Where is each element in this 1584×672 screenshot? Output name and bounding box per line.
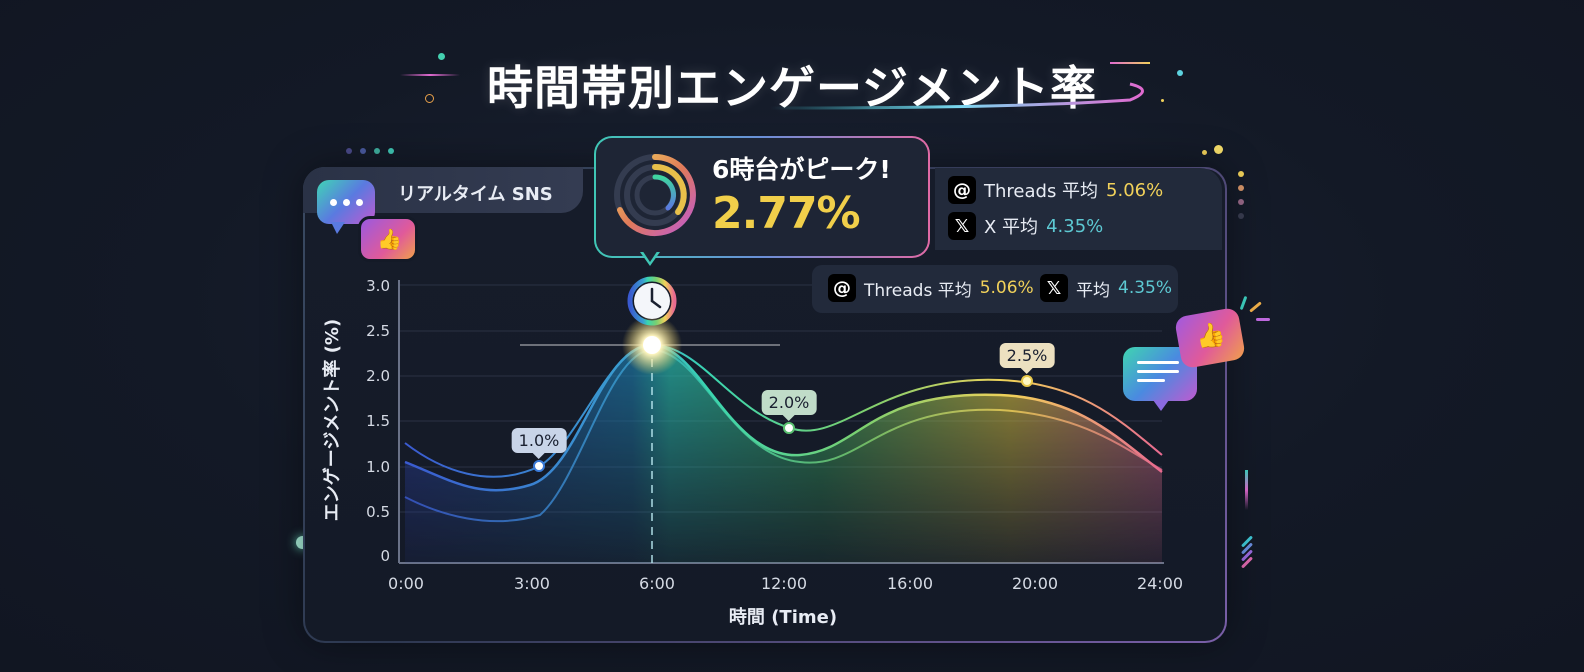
x-tick: 6:00 [639,574,675,593]
legend-value: 5.06% [979,278,1034,298]
threads-icon: @ [948,176,976,204]
x-tick: 0:00 [388,574,424,593]
y-axis-label: エンゲージメント率 (%) [322,318,343,522]
x-tick: 16:00 [886,574,934,593]
tooltip-20pm: 2.5% [999,343,1055,374]
legend-label: 平均 [1076,280,1110,301]
thumbs-up-icon: 👍 [358,216,418,262]
thumbs-up-icon: 👍 [1173,306,1247,370]
peak-title: 6時台がピーク! [712,155,891,184]
x-tick: 12:00 [760,574,808,593]
y-tick: 1.5 [366,412,390,430]
header-legend-threads: @ Threads 平均 5.06% [948,176,1163,204]
x-icon: 𝕏 [948,212,976,240]
peak-callout-tail [640,250,660,266]
y-tick: 2.0 [366,367,390,385]
decor-line [1110,62,1150,64]
x-icon: 𝕏 [1040,274,1068,302]
decor-dots-row [346,148,394,154]
y-tick: 1.0 [366,458,390,476]
radial-ring-chart-icon [614,154,696,236]
decor-vline [1245,470,1248,510]
tooltip-3am: 1.0% [511,428,567,459]
decor-dots-col [1238,171,1244,219]
threads-icon: @ [828,274,856,302]
peak-value: 2.77% [712,188,861,239]
header-legend-x: 𝕏 X 平均 4.35% [948,212,1103,240]
chart-legend-threads: @ Threads 平均 5.06% [828,274,1034,302]
x-tick: 24:00 [1136,574,1184,593]
decor-dot [1161,99,1164,102]
title-swoosh [770,82,1144,110]
decor-line [400,74,460,76]
decor-dot [1214,145,1223,154]
header-legend-panel [935,168,1222,250]
y-tick: 2.5 [366,322,390,340]
legend-label: Threads 平均 [864,280,972,301]
decor-dot [1202,150,1207,155]
legend-label: Threads 平均 [984,181,1099,202]
tooltip-12pm: 2.0% [761,390,817,421]
chart-legend-x: 𝕏 平均 4.35% [1040,274,1172,302]
legend-label: X 平均 [984,217,1039,238]
legend-value: 4.35% [1046,215,1104,237]
decor-dot [438,53,445,60]
y-tick: 3.0 [366,277,390,295]
realtime-sns-label: リアルタイム SNS [398,184,553,205]
chart-legend [812,265,1178,313]
y-tick: 0.5 [366,503,390,521]
x-tick: 20:00 [1011,574,1059,593]
x-tick: 3:00 [514,574,550,593]
y-tick: 0 [380,547,390,565]
legend-value: 5.06% [1106,179,1164,201]
decor-ring [425,94,434,103]
decor-dot [1177,70,1183,76]
legend-value: 4.35% [1118,278,1173,298]
message-bubble-icon [1123,347,1197,411]
x-axis-label: 時間 (Time) [728,607,838,628]
